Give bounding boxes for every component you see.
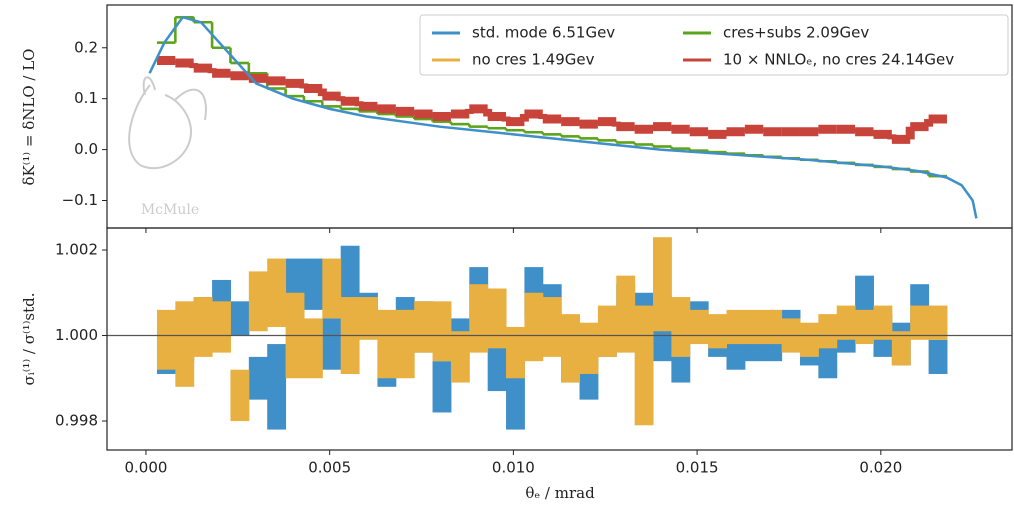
band [653, 237, 672, 332]
band [671, 297, 691, 357]
band [248, 271, 268, 332]
bottom-frame [106, 227, 1013, 451]
x-tick-label: 0.015 [676, 459, 719, 477]
band [487, 339, 507, 392]
y-tick-label: 1.000 [55, 326, 98, 344]
band [818, 314, 838, 349]
band [506, 326, 525, 379]
legend [419, 14, 1009, 76]
line [148, 15, 978, 219]
band [248, 356, 268, 400]
x-tick-label: 0.005 [308, 459, 351, 477]
band [910, 305, 930, 340]
band [432, 361, 452, 413]
band [414, 301, 434, 353]
band [469, 284, 489, 353]
band [763, 309, 783, 345]
band [395, 309, 415, 379]
band [579, 322, 599, 374]
band [616, 275, 636, 353]
y-tick-label: 0.2 [74, 38, 98, 56]
y-tick-label: 0.1 [74, 89, 98, 107]
band [322, 318, 342, 370]
band [340, 245, 360, 306]
band [450, 331, 470, 383]
band [928, 305, 948, 340]
band [303, 258, 323, 310]
band [744, 309, 764, 345]
x-tick-label: 0.010 [492, 459, 535, 477]
band [818, 344, 838, 379]
band [303, 318, 323, 379]
legend-label: std. mode 6.51Gev [472, 24, 615, 42]
band [193, 297, 213, 357]
x-axis-label: θₑ / mrad [525, 484, 595, 502]
band [708, 314, 728, 349]
band [561, 314, 581, 383]
legend-label: 10 × NNLOₑ, no cres 24.14Gev [723, 51, 954, 69]
y-tick-label: 1.002 [55, 241, 98, 259]
y-tick-label: 0.998 [55, 412, 98, 430]
band [230, 369, 250, 422]
band [432, 301, 452, 362]
band [267, 258, 287, 327]
band [928, 339, 948, 374]
band [156, 309, 176, 370]
y-axis-label: σᵢ⁽¹⁾ / σ⁽¹⁾std. [20, 293, 38, 386]
band [836, 305, 856, 340]
band [873, 305, 893, 340]
band [726, 309, 746, 345]
y-tick-label: 0.0 [74, 140, 98, 158]
band [634, 305, 654, 426]
band [891, 331, 911, 366]
band [524, 292, 544, 362]
band [799, 322, 819, 357]
legend-label: no cres 1.49Gev [472, 51, 595, 69]
x-tick-label: 0.020 [859, 459, 902, 477]
x-tick-label: 0.000 [124, 459, 167, 477]
mascot [128, 76, 207, 170]
band [267, 344, 287, 430]
band [175, 301, 195, 387]
watermark: McMule [141, 202, 199, 218]
band [230, 301, 250, 336]
band [855, 275, 874, 319]
y-axis-label: δK⁽¹⁾ = δNLO / LO [20, 49, 38, 186]
y-tick-label: −0.1 [62, 191, 98, 209]
band [377, 309, 397, 379]
band [689, 309, 709, 345]
band [322, 258, 342, 319]
band [597, 305, 617, 357]
band [212, 301, 231, 353]
band [487, 288, 507, 349]
band [359, 297, 378, 340]
legend-label: cres+subs 2.09Gev [723, 24, 869, 42]
band [542, 297, 562, 357]
band [855, 309, 874, 345]
